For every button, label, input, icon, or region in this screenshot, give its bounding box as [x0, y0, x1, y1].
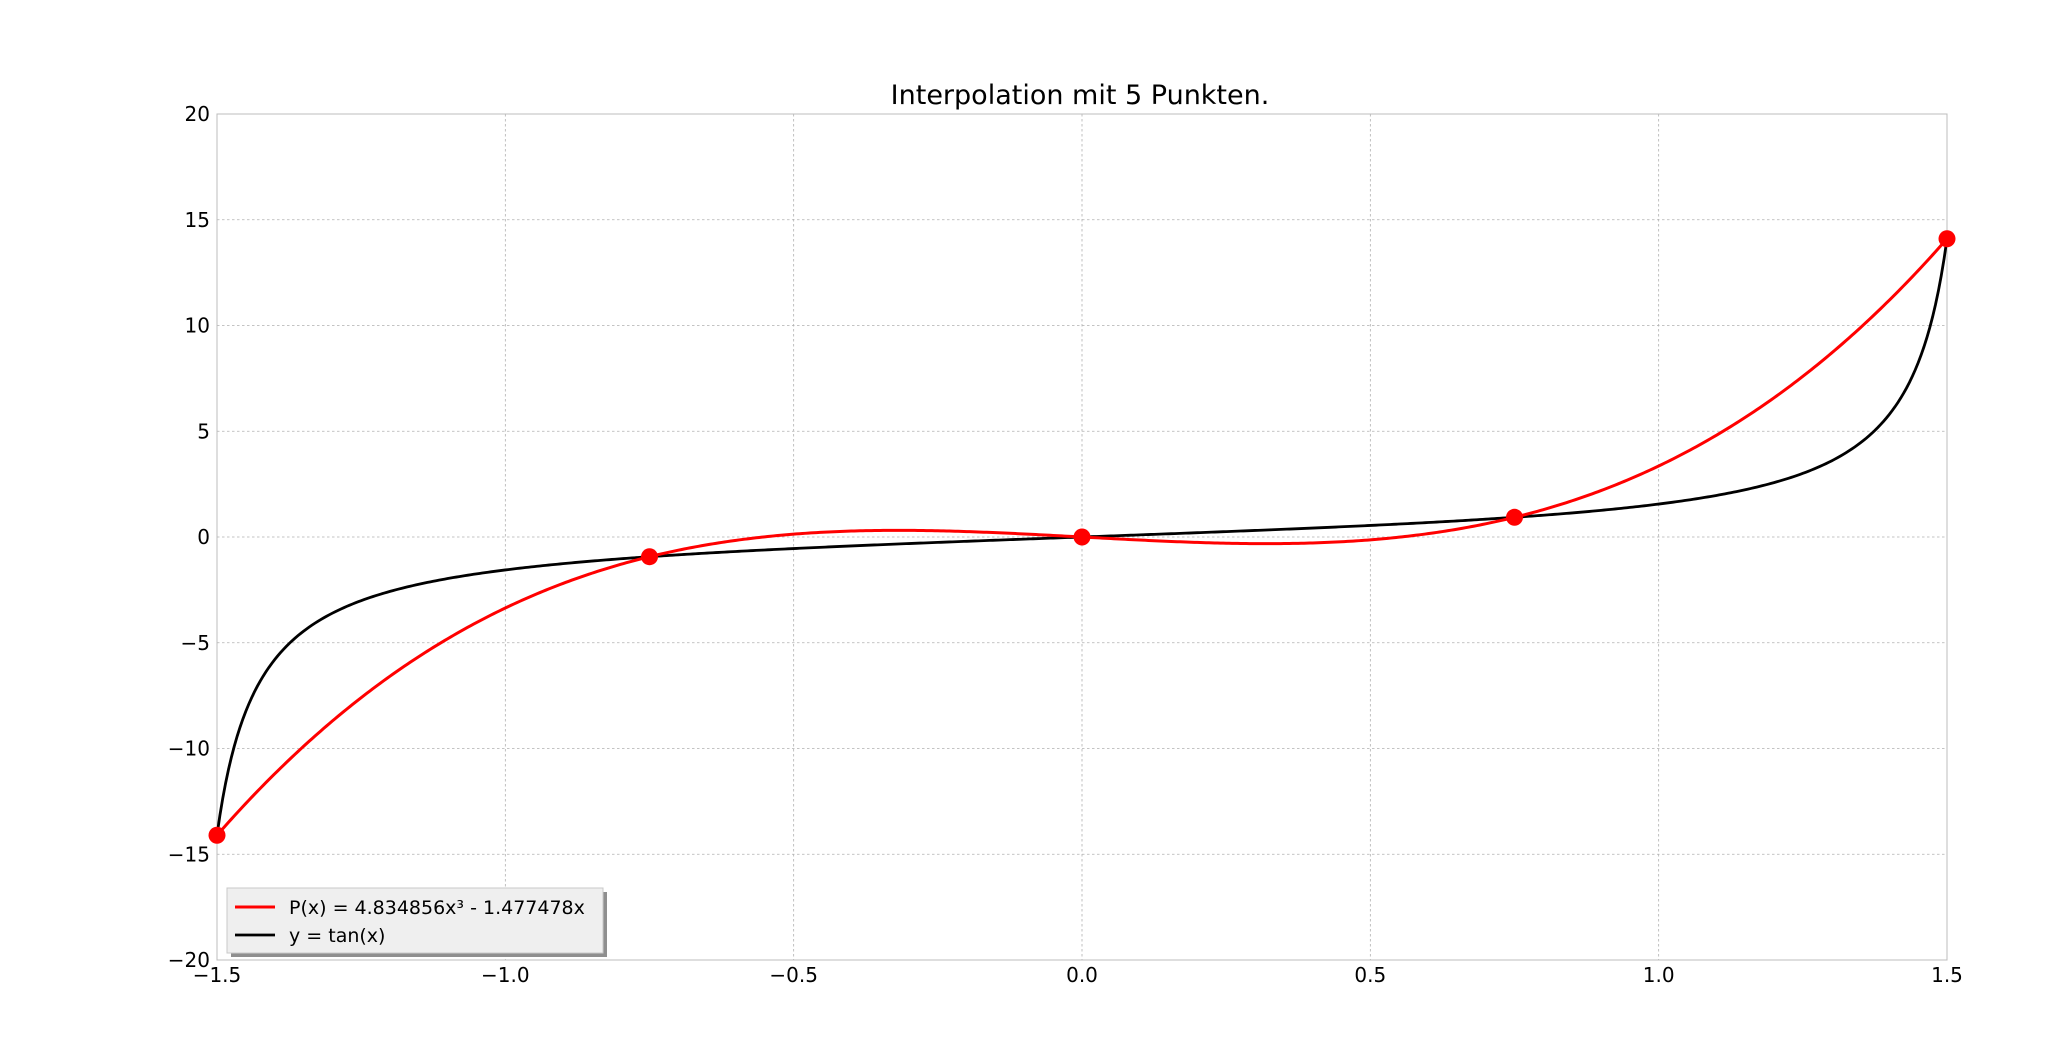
- y-tick-label-7: 15: [185, 208, 210, 232]
- x-tick-label-1: −1.0: [481, 963, 530, 987]
- y-tick-label-5: 5: [197, 419, 210, 443]
- interpolation-points: [208, 230, 1956, 844]
- y-axis: −20 −15 −10 −5 0 5 10 15 20: [168, 102, 210, 972]
- x-tick-label-3: 0.0: [1066, 963, 1098, 987]
- x-tick-label-6: 1.5: [1931, 963, 1963, 987]
- x-tick-label-5: 1.0: [1643, 963, 1675, 987]
- y-tick-label-4: 0: [197, 525, 210, 549]
- legend-label-polynomial: P(x) = 4.834856x³ - 1.477478x: [289, 897, 585, 919]
- y-tick-label-8: 20: [185, 102, 210, 126]
- x-tick-label-2: −0.5: [769, 963, 818, 987]
- y-tick-label-1: −15: [168, 842, 210, 866]
- legend-label-tan: y = tan(x): [289, 925, 385, 947]
- y-tick-label-2: −10: [168, 737, 210, 761]
- y-tick-label-0: −20: [168, 948, 210, 972]
- legend: P(x) = 4.834856x³ - 1.477478x y = tan(x): [226, 887, 607, 957]
- x-tick-label-0: −1.5: [193, 963, 242, 987]
- plot-frame: [216, 113, 1948, 961]
- interpolation-point-2: [1073, 528, 1091, 546]
- interpolation-point-0: [208, 826, 226, 844]
- interpolation-point-4: [1938, 230, 1956, 248]
- chart-title: Interpolation mit 5 Punkten.: [891, 80, 1270, 111]
- y-tick-label-6: 10: [185, 314, 210, 338]
- x-tick-label-4: 0.5: [1354, 963, 1386, 987]
- y-tick-label-3: −5: [181, 631, 210, 655]
- x-axis: −1.5 −1.0 −0.5 0.0 0.5 1.0 1.5: [193, 963, 1963, 987]
- interpolation-point-1: [641, 548, 658, 566]
- legend-box: [226, 887, 604, 954]
- interpolation-point-3: [1506, 508, 1523, 526]
